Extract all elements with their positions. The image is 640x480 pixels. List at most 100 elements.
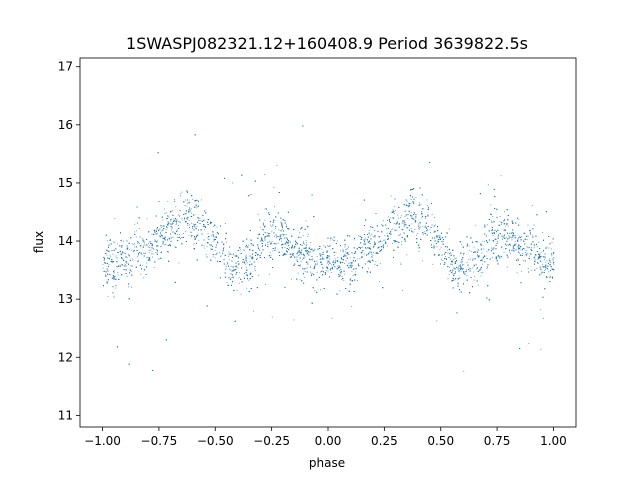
data-point	[546, 246, 548, 248]
data-point	[233, 270, 235, 271]
data-point	[406, 217, 408, 219]
data-point	[486, 250, 488, 252]
data-point	[334, 266, 336, 268]
data-point	[509, 232, 510, 234]
data-point	[527, 235, 529, 237]
data-point	[528, 342, 530, 344]
data-point	[418, 225, 420, 227]
data-point	[538, 241, 540, 243]
data-point	[341, 279, 343, 280]
data-point	[271, 316, 273, 318]
data-point	[433, 217, 435, 218]
data-point	[299, 232, 301, 234]
data-point	[177, 221, 179, 223]
data-point	[415, 234, 417, 236]
data-point	[139, 228, 140, 230]
data-point	[503, 229, 505, 231]
data-point	[141, 237, 143, 239]
data-point	[107, 295, 109, 297]
data-point	[154, 240, 156, 242]
data-point	[137, 260, 139, 262]
data-point	[121, 252, 123, 254]
data-point	[314, 290, 316, 292]
data-point	[169, 223, 171, 225]
data-point	[174, 246, 176, 248]
data-point	[553, 253, 555, 255]
data-point	[143, 243, 145, 245]
data-point	[524, 233, 526, 235]
data-point	[307, 252, 309, 254]
data-point	[230, 266, 232, 267]
data-point	[226, 282, 228, 284]
data-point	[544, 269, 546, 271]
data-point	[396, 220, 398, 222]
data-point	[400, 264, 402, 265]
data-point	[482, 240, 484, 242]
data-point	[494, 238, 496, 240]
data-point	[339, 270, 341, 271]
data-point	[426, 199, 428, 201]
data-point	[247, 246, 249, 248]
data-point	[161, 227, 163, 228]
data-point	[503, 251, 505, 253]
data-point	[143, 245, 145, 247]
data-point	[340, 250, 342, 252]
data-point	[196, 207, 198, 209]
data-point	[325, 269, 327, 271]
data-point	[215, 246, 217, 248]
data-point	[449, 266, 451, 268]
data-point	[343, 279, 345, 281]
data-point	[186, 221, 188, 223]
data-point	[281, 227, 283, 229]
data-point	[406, 200, 408, 202]
data-point	[522, 259, 524, 261]
data-point	[175, 223, 177, 225]
data-point	[503, 220, 505, 222]
data-point	[310, 271, 311, 273]
data-point	[397, 214, 399, 216]
data-point	[319, 258, 321, 260]
data-point	[306, 242, 308, 244]
data-points	[102, 125, 555, 372]
data-point	[390, 217, 392, 219]
data-point	[548, 247, 550, 249]
data-point	[472, 267, 474, 269]
data-point	[470, 267, 472, 269]
data-point	[327, 259, 329, 261]
data-point	[147, 246, 149, 248]
data-point	[481, 260, 483, 262]
data-point	[357, 258, 359, 260]
data-point	[468, 249, 470, 251]
data-point	[468, 258, 470, 260]
data-point	[269, 240, 271, 242]
data-point	[241, 266, 243, 268]
data-point	[530, 270, 532, 271]
data-point	[269, 233, 270, 235]
data-point	[224, 223, 226, 224]
data-point	[304, 270, 306, 272]
data-point	[264, 219, 266, 221]
data-point	[346, 252, 347, 254]
data-point	[153, 267, 155, 268]
data-point	[404, 211, 406, 212]
data-point	[425, 216, 427, 218]
data-point	[273, 206, 275, 208]
data-point	[344, 273, 346, 275]
data-point	[375, 242, 377, 244]
data-point	[183, 219, 185, 221]
data-point	[231, 260, 233, 262]
data-point	[307, 236, 309, 237]
data-point	[284, 247, 286, 248]
data-point	[310, 241, 312, 243]
data-point	[188, 234, 190, 236]
data-point	[214, 257, 216, 259]
data-point	[269, 273, 271, 275]
data-point	[260, 241, 262, 242]
data-point	[485, 241, 487, 242]
data-point	[398, 234, 400, 236]
data-point	[142, 264, 144, 266]
data-point	[449, 251, 451, 253]
data-point	[402, 290, 403, 292]
data-point	[441, 259, 442, 261]
data-point	[475, 268, 477, 270]
